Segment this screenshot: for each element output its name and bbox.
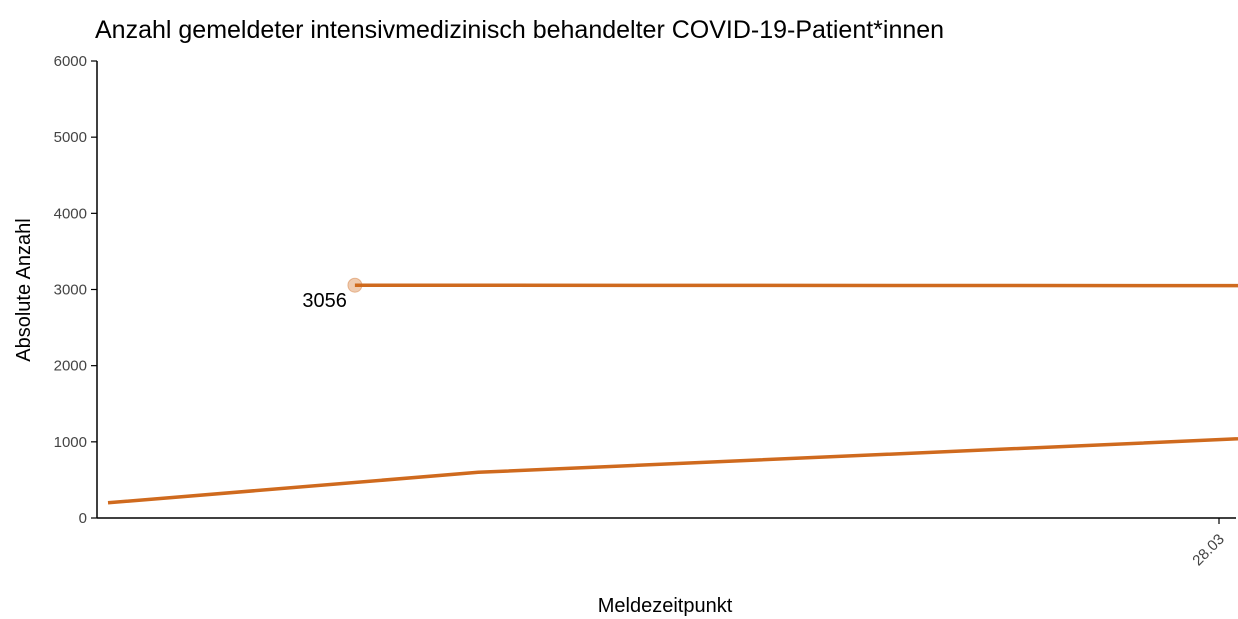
chart-title: Anzahl gemeldeter intensivmedizinisch be… <box>95 16 944 44</box>
y-tick-label: 6000 <box>54 53 87 70</box>
x-tick-label: 28.03 <box>1189 531 1228 570</box>
y-axis-title: Absolute Anzahl <box>13 218 35 361</box>
y-tick-label: 0 <box>79 510 87 527</box>
data-label: 3056 <box>302 290 347 312</box>
x-axis-title: Meldezeitpunkt <box>598 595 733 617</box>
y-tick-label: 2000 <box>54 358 87 375</box>
y-tick-label: 5000 <box>54 129 87 146</box>
highlight-point <box>347 277 363 293</box>
y-tick-label: 3000 <box>54 282 87 299</box>
y-tick-label: 1000 <box>54 434 87 451</box>
y-tick-label: 4000 <box>54 205 87 222</box>
series-line <box>107 283 1238 505</box>
